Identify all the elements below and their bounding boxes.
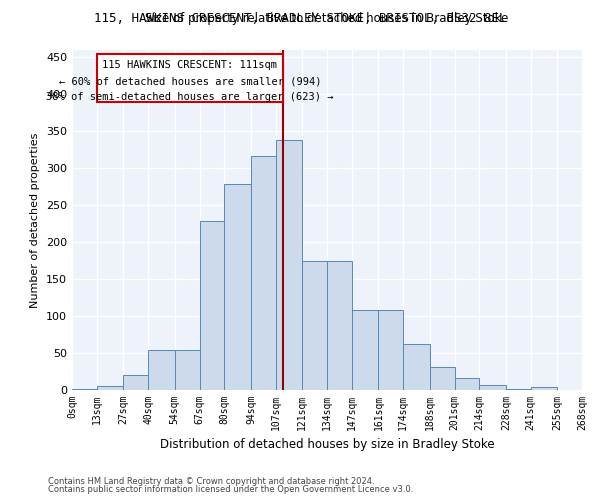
Text: 38% of semi-detached houses are larger (623) →: 38% of semi-detached houses are larger (…: [46, 92, 334, 102]
Bar: [72, 388, 97, 390]
X-axis label: Distribution of detached houses by size in Bradley Stoke: Distribution of detached houses by size …: [160, 438, 494, 452]
Bar: [148, 350, 175, 390]
Bar: [530, 387, 557, 390]
FancyBboxPatch shape: [97, 54, 283, 102]
Bar: [352, 310, 379, 390]
Bar: [506, 388, 530, 390]
Bar: [455, 378, 479, 390]
Bar: [327, 260, 352, 390]
Text: 115, HAWKINS CRESCENT, BRADLEY STOKE, BRISTOL, BS32 8EL: 115, HAWKINS CRESCENT, BRADLEY STOKE, BR…: [94, 12, 506, 26]
Text: ← 60% of detached houses are smaller (994): ← 60% of detached houses are smaller (99…: [59, 76, 321, 86]
Bar: [379, 310, 403, 390]
Text: Contains HM Land Registry data © Crown copyright and database right 2024.: Contains HM Land Registry data © Crown c…: [48, 477, 374, 486]
Title: Size of property relative to detached houses in Bradley Stoke: Size of property relative to detached ho…: [145, 12, 509, 25]
Bar: [97, 386, 124, 390]
Bar: [175, 350, 199, 390]
Bar: [430, 367, 455, 390]
Bar: [251, 156, 275, 390]
Text: 115 HAWKINS CRESCENT: 111sqm: 115 HAWKINS CRESCENT: 111sqm: [103, 60, 277, 70]
Bar: [302, 260, 327, 390]
Bar: [479, 385, 506, 390]
Y-axis label: Number of detached properties: Number of detached properties: [31, 132, 40, 308]
Bar: [403, 344, 430, 390]
Bar: [199, 220, 224, 390]
Bar: [124, 375, 148, 390]
Bar: [275, 140, 302, 390]
Bar: [224, 184, 251, 390]
Text: Contains public sector information licensed under the Open Government Licence v3: Contains public sector information licen…: [48, 485, 413, 494]
